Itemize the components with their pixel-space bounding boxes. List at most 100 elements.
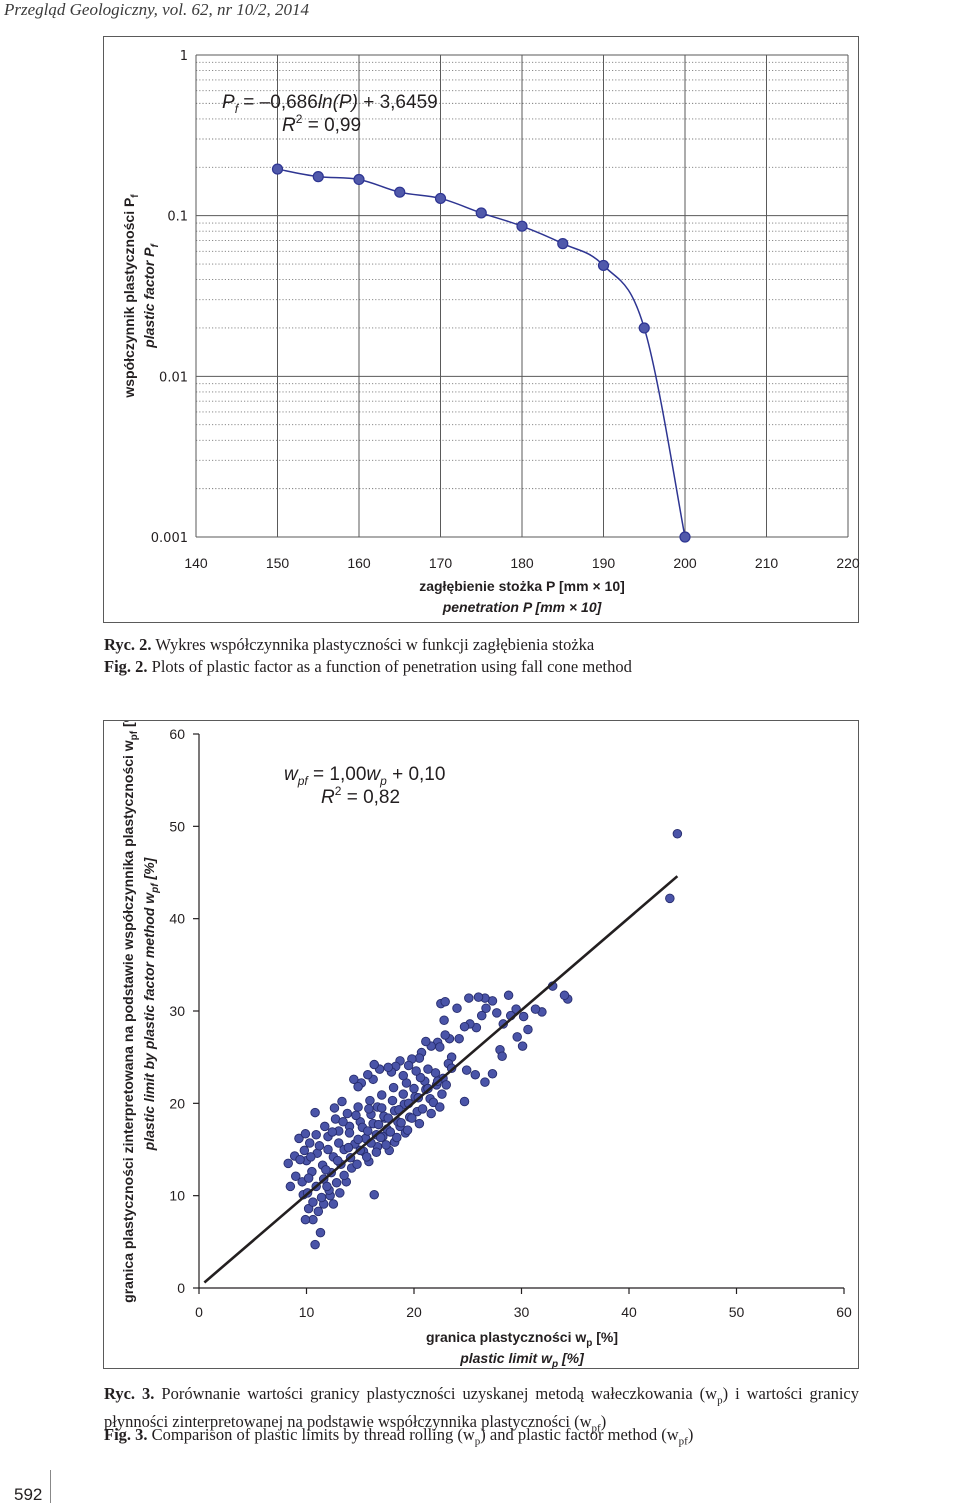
data-point — [480, 1077, 490, 1087]
data-point — [385, 1127, 396, 1137]
data-point — [303, 1173, 314, 1183]
data-point — [299, 1145, 310, 1156]
figure-2-plot: 1 0.1 0.01 0.001 140 150 160 170 180 190 200 210 220… — [121, 49, 860, 615]
axis-label-subscript: f — [150, 242, 161, 247]
data-point — [415, 1072, 426, 1083]
data-point — [665, 893, 675, 904]
equation-function: ln(P) — [318, 92, 358, 113]
data-point — [314, 1141, 325, 1151]
caption-text: ) — [600, 1412, 607, 1432]
x-tick-label: 20 — [406, 1304, 422, 1320]
equation-symbol: w — [366, 764, 381, 785]
axis-label-text: współczynnik plastyczności P — [121, 198, 137, 399]
data-point — [396, 1117, 406, 1128]
data-point — [290, 1171, 301, 1182]
data-point — [377, 1090, 387, 1100]
data-point — [363, 1069, 373, 1080]
data-point — [332, 1155, 343, 1166]
axis-label-unit: [%] — [592, 1329, 618, 1345]
y-axis-label-en: plastic limit by plastic factor method w… — [141, 856, 161, 1151]
y-tick-label: 10 — [169, 1188, 185, 1204]
data-point — [364, 1104, 374, 1114]
caption-lead: Fig. 2. — [104, 657, 148, 676]
data-point — [308, 1197, 318, 1207]
data-point — [342, 1108, 353, 1119]
axis-label-subscript: p — [586, 1338, 592, 1349]
data-point — [679, 531, 691, 543]
data-point — [518, 1011, 529, 1022]
data-point — [481, 1003, 491, 1013]
x-tick-label: 30 — [514, 1304, 530, 1320]
data-point — [353, 1102, 363, 1112]
data-point — [473, 992, 484, 1002]
y-axis-label-pl: granica plastyczności zinterpretowana na… — [120, 721, 140, 1303]
data-point — [304, 1138, 315, 1148]
r-squared-symbol: R — [282, 115, 296, 136]
data-point — [392, 1132, 402, 1143]
equation-text: + 3,6459 — [358, 92, 438, 113]
data-point — [339, 1170, 349, 1181]
data-point — [398, 1070, 409, 1081]
x-axis-label-pl: zagłębienie stożka P [mm × 10] — [419, 578, 625, 594]
caption-subscript: pf — [591, 1422, 601, 1435]
r-squared-superscript: 2 — [296, 112, 303, 126]
data-point — [387, 1095, 398, 1106]
axis-label-unit: [%] — [558, 1350, 585, 1366]
journal-header: Przegląd Geologiczny, vol. 62, nr 10/2, … — [4, 0, 310, 19]
data-point — [403, 1060, 414, 1071]
axis-label-subscript: pf — [150, 882, 161, 894]
page-divider — [50, 1470, 51, 1503]
data-point — [441, 1080, 452, 1090]
data-point — [487, 1069, 498, 1079]
caption-text: ) i wartości granicy płynności zinterpre… — [104, 1384, 860, 1432]
data-point — [557, 238, 569, 250]
axis-label-text: granica plastyczności zinterpretowana na… — [120, 740, 136, 1303]
axis-label-text: plastic limit by plastic factor method w — [141, 892, 157, 1152]
data-point — [303, 1203, 314, 1214]
x-tick-label: 10 — [299, 1304, 315, 1320]
equation-subscript: pf — [297, 774, 310, 788]
data-point — [306, 1152, 316, 1162]
data-point — [338, 1117, 348, 1127]
figure-2-caption-pl: Ryc. 2. Wykres współczynnika plastycznoś… — [104, 634, 594, 655]
data-point — [353, 173, 365, 186]
data-point — [311, 1129, 321, 1140]
x-tick-label: 170 — [429, 555, 453, 571]
data-point — [459, 1021, 470, 1032]
caption-lead: Fig. 3. — [104, 1425, 148, 1444]
data-point — [517, 1041, 528, 1051]
data-point — [377, 1103, 387, 1113]
page-number: 592 — [14, 1485, 43, 1504]
equation-text: = 1,00 — [308, 764, 367, 785]
x-tick-label: 0 — [195, 1304, 203, 1320]
data-point — [417, 1104, 428, 1114]
data-point — [428, 1097, 439, 1108]
axis-label-subscript: pf — [129, 730, 140, 740]
data-point — [320, 1121, 330, 1132]
data-point — [672, 828, 683, 839]
caption-text: Wykres współczynnika plastyczności w fun… — [155, 635, 595, 654]
data-point — [353, 1134, 363, 1145]
x-tick-label: 60 — [836, 1304, 852, 1320]
data-point — [271, 163, 284, 175]
data-point — [402, 1125, 413, 1135]
data-point — [512, 1032, 522, 1042]
x-tick-label: 210 — [755, 555, 779, 571]
data-point — [407, 1113, 417, 1123]
data-point — [322, 1181, 332, 1192]
data-point — [373, 1119, 384, 1130]
data-point — [459, 1096, 470, 1107]
data-point — [315, 1227, 326, 1238]
data-point — [365, 1095, 375, 1106]
data-point — [497, 1051, 507, 1061]
data-point — [329, 1103, 340, 1113]
equation-text: + 0,10 — [387, 764, 446, 785]
x-tick-label: 180 — [510, 555, 534, 571]
y-tick-label: 30 — [169, 1003, 185, 1019]
caption-subscript: pf — [678, 1435, 688, 1448]
data-point — [409, 1083, 419, 1094]
data-point — [310, 1239, 320, 1250]
x-axis-label-en: plastic limit wp [%] — [459, 1350, 585, 1370]
data-point — [411, 1066, 421, 1076]
x-axis-label-pl: granica plastyczności wp [%] — [426, 1329, 618, 1349]
